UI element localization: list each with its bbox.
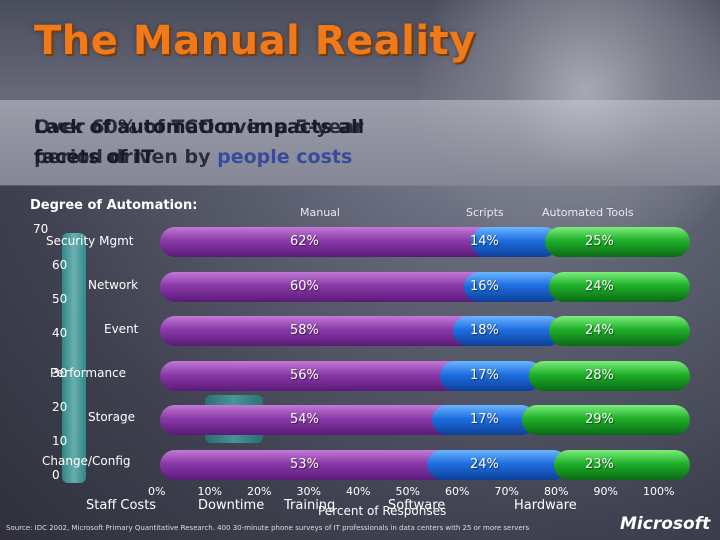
x-category-label: Software bbox=[388, 498, 446, 513]
bar-row bbox=[160, 271, 690, 302]
bar-segment-tools bbox=[544, 227, 690, 257]
x-tick-label: 80% bbox=[544, 485, 569, 498]
data-label: 17% bbox=[470, 412, 499, 428]
callout-text-b2-wrap: period driven by people costs bbox=[34, 146, 352, 168]
source-note: Source: IDC 2002, Microsoft Primary Quan… bbox=[6, 524, 530, 532]
x-tick-label: 50% bbox=[395, 485, 420, 498]
data-label: 58% bbox=[290, 323, 319, 339]
x-tick-label: 30% bbox=[296, 485, 321, 498]
left-tick-label: 70 bbox=[33, 222, 49, 236]
bar-segment-scripts bbox=[464, 271, 563, 302]
data-label: 62% bbox=[290, 234, 319, 249]
bar-segment-tools bbox=[548, 316, 690, 347]
category-label: Security Mgmt bbox=[46, 234, 134, 248]
category-label: Change/Config bbox=[42, 454, 131, 468]
left-tick-label: 20 bbox=[52, 400, 68, 414]
bar-segment-manual bbox=[160, 271, 478, 302]
bar-segment-scripts bbox=[432, 405, 537, 436]
data-label: 25% bbox=[585, 234, 614, 249]
bar-segment-scripts bbox=[453, 316, 563, 347]
x-axis-label: Percent of Responses bbox=[318, 504, 447, 518]
x-tick-label: 60% bbox=[445, 485, 470, 498]
x-tick-label: 0% bbox=[148, 485, 166, 498]
data-label: 53% bbox=[290, 457, 319, 472]
microsoft-logo: Microsoft bbox=[620, 514, 711, 534]
data-label: 24% bbox=[585, 278, 614, 294]
column-header-tools: Automated Tools bbox=[542, 206, 634, 219]
bar-segment-scripts bbox=[426, 450, 569, 480]
bar-segment-scripts bbox=[471, 227, 559, 257]
left-tick-label: 30 bbox=[52, 366, 68, 380]
degree-of-automation-label: Degree of Automation: bbox=[30, 198, 198, 213]
data-label: 60% bbox=[290, 278, 319, 294]
data-label: 29% bbox=[585, 412, 614, 428]
data-label: 23% bbox=[585, 457, 614, 472]
data-label: 16% bbox=[470, 278, 499, 294]
x-tick-label: 20% bbox=[247, 485, 272, 498]
bar-segment-tools bbox=[554, 450, 690, 480]
callout-text-b2: period driven by bbox=[34, 146, 218, 168]
data-label: 24% bbox=[470, 457, 499, 472]
category-label: Event bbox=[104, 322, 139, 336]
x-category-label: Downtime bbox=[198, 498, 265, 513]
x-tick-label: 40% bbox=[346, 485, 371, 498]
bar-segment-manual bbox=[160, 405, 447, 436]
category-label: Storage bbox=[88, 410, 135, 424]
bar-segment-manual bbox=[160, 227, 486, 257]
bar-segment-tools bbox=[548, 271, 690, 302]
callout-accent: people costs bbox=[217, 146, 353, 168]
column-header-scripts: Scripts bbox=[466, 206, 504, 219]
category-label: Performance bbox=[50, 366, 127, 380]
callout-text-a1: Lack of automation impacts all bbox=[34, 116, 365, 138]
bar-segment-manual bbox=[160, 316, 468, 347]
bar-segment-manual bbox=[160, 360, 454, 391]
bar-segment-manual bbox=[160, 450, 441, 480]
bar-segment-tools bbox=[522, 405, 690, 436]
ghost-bar-staff bbox=[62, 233, 86, 483]
column-header-manual: Manual bbox=[300, 206, 340, 219]
slide-title: The Manual Reality bbox=[34, 18, 476, 64]
bar-row bbox=[160, 360, 690, 391]
data-label: 54% bbox=[290, 412, 319, 428]
left-tick-label: 10 bbox=[52, 434, 68, 448]
left-tick-label: 0 bbox=[52, 468, 60, 482]
data-label: 14% bbox=[470, 234, 499, 249]
x-tick-label: 70% bbox=[494, 485, 519, 498]
x-category-label: Staff Costs bbox=[86, 498, 157, 513]
bar-row bbox=[160, 450, 690, 480]
category-label: Network bbox=[88, 278, 139, 292]
data-label: 56% bbox=[290, 367, 319, 383]
bar-row bbox=[160, 316, 690, 347]
callout-band bbox=[0, 100, 720, 186]
bar-row bbox=[160, 405, 690, 436]
x-category-label: Hardware bbox=[514, 498, 577, 513]
x-tick-label: 90% bbox=[593, 485, 618, 498]
data-label: 17% bbox=[470, 367, 499, 383]
left-tick-label: 60 bbox=[52, 258, 68, 272]
bar-segment-tools bbox=[529, 360, 690, 391]
data-label: 28% bbox=[585, 367, 614, 383]
left-tick-label: 40 bbox=[52, 326, 68, 340]
bar-segment-scripts bbox=[439, 360, 544, 391]
bar-row bbox=[160, 227, 690, 257]
data-label: 24% bbox=[585, 323, 614, 339]
callout-text-a2: facets of IT bbox=[34, 146, 155, 168]
callout-text-b1: Over 60% of TCO over a 5-year bbox=[34, 116, 364, 138]
x-tick-label: 100% bbox=[643, 485, 675, 498]
x-category-label: Training bbox=[284, 498, 336, 513]
x-tick-label: 10% bbox=[197, 485, 222, 498]
left-tick-label: 50 bbox=[52, 292, 68, 306]
data-label: 18% bbox=[470, 323, 499, 339]
